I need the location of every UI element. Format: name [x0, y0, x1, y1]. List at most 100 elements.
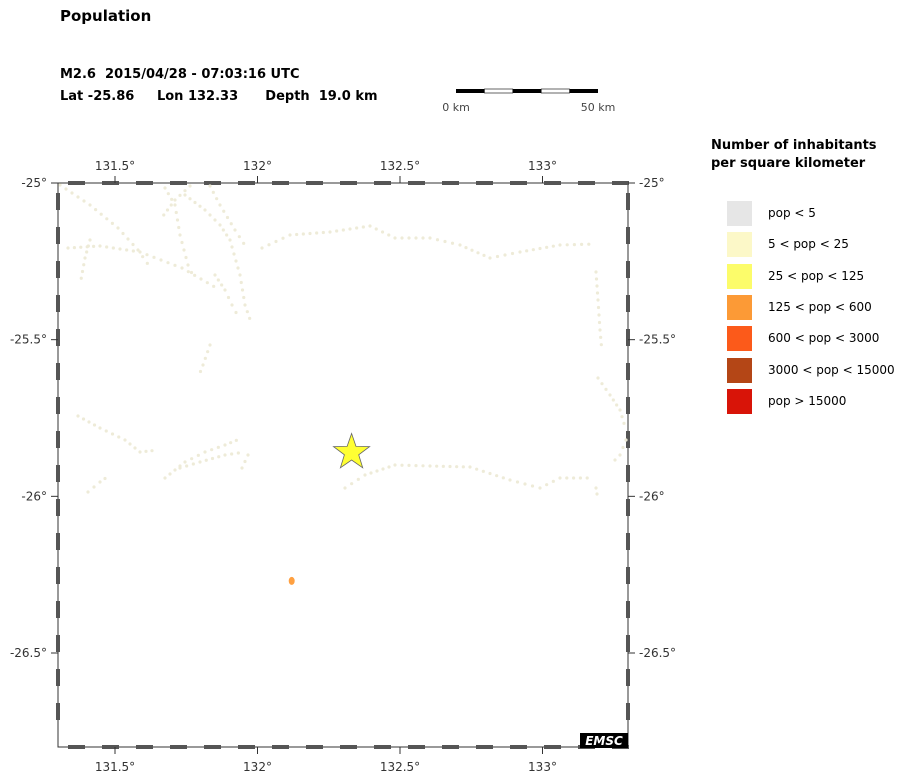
- road-dot: [240, 288, 245, 292]
- frame-dash: [68, 745, 85, 749]
- frame-dash: [56, 703, 60, 720]
- lat-tick-label-right: -26°: [639, 489, 665, 503]
- road-dot: [98, 480, 102, 484]
- road-dot: [288, 233, 292, 237]
- frame-dash: [238, 745, 255, 749]
- road-dot: [518, 250, 522, 254]
- road-dot: [199, 277, 203, 281]
- road-dot: [236, 266, 240, 270]
- road-dot: [450, 241, 455, 245]
- road-dot: [611, 398, 615, 402]
- road-dot: [173, 203, 177, 207]
- road-dot: [206, 350, 210, 354]
- road-dot: [246, 453, 250, 457]
- road-dot: [597, 313, 601, 317]
- road-dot: [531, 248, 535, 252]
- road-dot: [193, 273, 197, 277]
- road-dot: [407, 236, 411, 240]
- frame-dash: [56, 227, 60, 244]
- road-dot: [201, 363, 205, 367]
- road-dot: [198, 369, 203, 374]
- road-dot: [211, 190, 215, 194]
- road-dot: [470, 248, 474, 252]
- road-dot: [375, 469, 379, 473]
- road-dot: [228, 238, 232, 242]
- frame-dash: [204, 745, 221, 749]
- road-dot: [178, 466, 182, 470]
- road-dot: [599, 335, 603, 339]
- road-dot: [72, 246, 76, 250]
- road-dot: [163, 186, 167, 190]
- legend-item: 3000 < pop < 15000: [727, 358, 901, 384]
- frame-dash: [136, 745, 153, 749]
- legend-item: 25 < pop < 125: [727, 264, 901, 290]
- scale-bar: 0 km 50 km: [442, 88, 615, 114]
- road-dot: [545, 245, 549, 249]
- frame-dash: [626, 227, 630, 244]
- road-dot: [180, 240, 184, 245]
- frame-dash: [56, 295, 60, 312]
- frame-dash: [626, 567, 630, 584]
- road-dot: [123, 438, 127, 442]
- road-dot: [64, 187, 68, 191]
- road-dot: [604, 387, 608, 391]
- frame-dash: [408, 181, 425, 185]
- lon-tick-label-bottom: 131.5°: [95, 760, 135, 774]
- legend-swatch: [727, 295, 752, 320]
- road-dot: [175, 218, 180, 222]
- road-dot: [242, 241, 246, 245]
- frame-dash: [626, 397, 630, 414]
- road-dot: [203, 356, 207, 360]
- road-dot: [615, 403, 619, 407]
- scale-bar-segment: [569, 89, 598, 93]
- road-dot: [238, 273, 242, 277]
- road-dot: [488, 256, 492, 260]
- road-dot: [368, 224, 372, 228]
- road-dot: [177, 225, 181, 230]
- frame-dash: [442, 181, 459, 185]
- road-dot: [186, 270, 190, 274]
- road-dot: [183, 193, 187, 197]
- lon-tick-label-top: 131.5°: [95, 159, 135, 173]
- legend-label: 5 < pop < 25: [768, 237, 849, 251]
- event-magnitude-time: M2.6 2015/04/28 - 07:03:16 UTC: [60, 67, 300, 82]
- map-frame: 131.5° 131.5° 132° 132° 132.5° 132.5° 133° 133°…: [10, 159, 676, 774]
- road-dot: [213, 273, 217, 277]
- road-dot: [523, 482, 527, 486]
- road-dot: [428, 236, 432, 240]
- road-dot: [223, 453, 227, 457]
- road-dot: [66, 246, 70, 250]
- event-lat: Lat -25.86: [60, 89, 135, 104]
- road-dot: [468, 465, 472, 469]
- road-dot: [193, 200, 197, 205]
- road-dot: [180, 266, 184, 270]
- frame-dash: [626, 329, 630, 346]
- frame-dash: [204, 181, 221, 185]
- frame-dash: [170, 745, 187, 749]
- scale-bar-segment: [512, 89, 542, 93]
- road-dot: [225, 215, 230, 220]
- road-dot: [356, 477, 360, 481]
- road-dot: [191, 462, 195, 466]
- road-dot: [217, 455, 221, 459]
- frame-dash: [626, 363, 630, 380]
- road-dot: [208, 184, 212, 188]
- road-dot: [81, 417, 86, 421]
- road-dot: [210, 448, 214, 452]
- road-dot: [341, 228, 345, 232]
- lat-tick-label-right: -25.5°: [639, 333, 676, 347]
- frame-dash: [56, 397, 60, 414]
- frame-dash: [442, 745, 459, 749]
- road-dot: [173, 468, 177, 472]
- road-dot: [216, 278, 220, 282]
- road-dot: [239, 280, 243, 285]
- road-dot: [594, 277, 599, 281]
- road-dot: [103, 476, 107, 481]
- road-dot: [572, 476, 576, 480]
- road-dot: [501, 476, 505, 480]
- road-dot: [92, 485, 96, 489]
- legend-label: pop < 5: [768, 206, 816, 220]
- road-dot: [185, 464, 189, 468]
- road-dot: [117, 435, 121, 439]
